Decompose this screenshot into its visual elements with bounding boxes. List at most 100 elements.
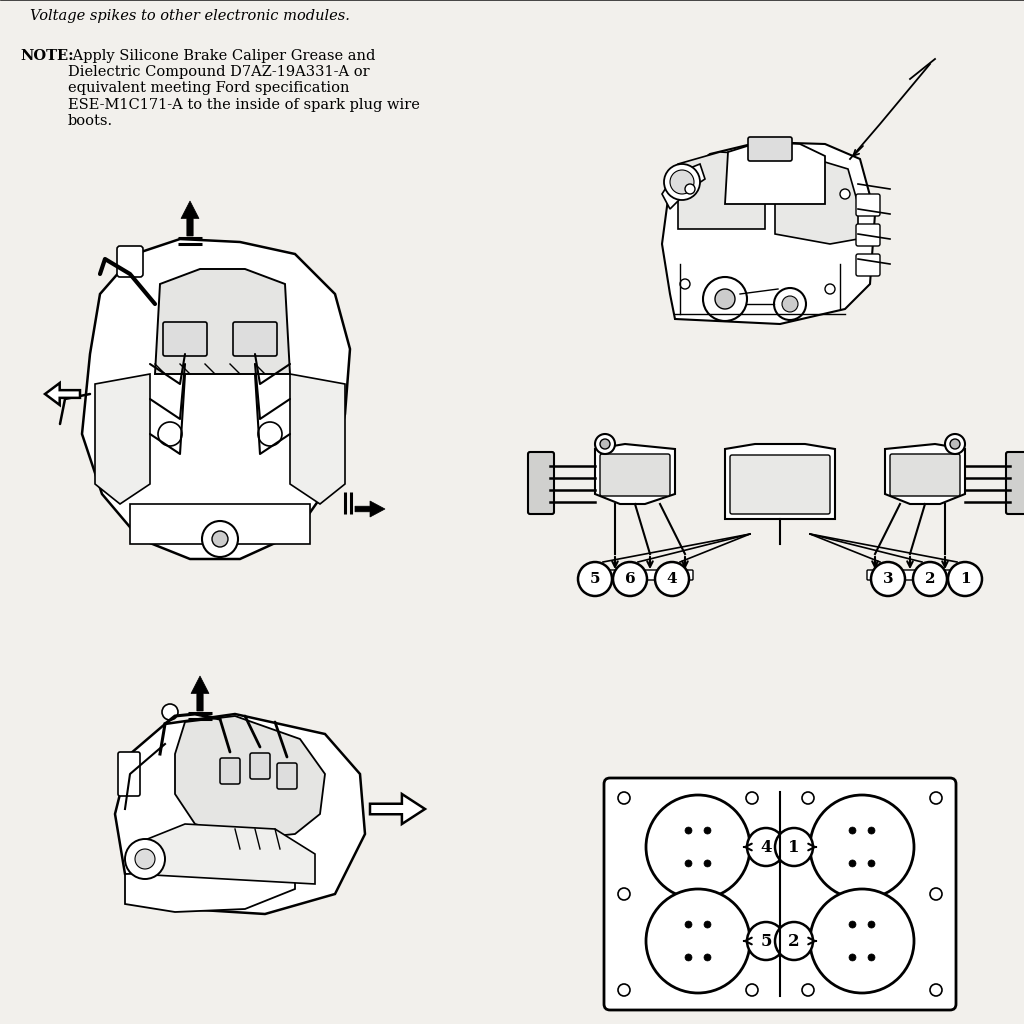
FancyBboxPatch shape	[856, 224, 880, 246]
Circle shape	[746, 828, 785, 866]
Polygon shape	[82, 239, 350, 559]
Text: 5: 5	[590, 572, 600, 586]
Circle shape	[600, 439, 610, 449]
Text: 2: 2	[925, 572, 935, 586]
Circle shape	[685, 184, 695, 194]
Circle shape	[810, 889, 914, 993]
Circle shape	[664, 164, 700, 200]
Text: NOTE:: NOTE:	[20, 49, 74, 63]
FancyBboxPatch shape	[856, 194, 880, 216]
FancyBboxPatch shape	[250, 753, 270, 779]
FancyBboxPatch shape	[220, 758, 240, 784]
Polygon shape	[678, 152, 765, 229]
Circle shape	[655, 562, 689, 596]
FancyBboxPatch shape	[867, 570, 883, 580]
Circle shape	[849, 827, 856, 834]
Circle shape	[158, 422, 182, 446]
Polygon shape	[290, 374, 345, 504]
Polygon shape	[135, 824, 315, 884]
Circle shape	[685, 860, 692, 867]
Circle shape	[774, 288, 806, 319]
Circle shape	[646, 795, 750, 899]
Polygon shape	[181, 201, 199, 236]
FancyBboxPatch shape	[118, 752, 140, 796]
Circle shape	[125, 839, 165, 879]
Circle shape	[825, 284, 835, 294]
FancyBboxPatch shape	[607, 570, 623, 580]
Polygon shape	[662, 142, 874, 324]
Circle shape	[930, 888, 942, 900]
FancyBboxPatch shape	[937, 570, 953, 580]
FancyBboxPatch shape	[233, 322, 278, 356]
Circle shape	[840, 189, 850, 199]
Circle shape	[685, 921, 692, 928]
Circle shape	[775, 922, 813, 961]
Circle shape	[746, 922, 785, 961]
FancyBboxPatch shape	[528, 452, 554, 514]
Circle shape	[746, 792, 758, 804]
Circle shape	[849, 860, 856, 867]
Polygon shape	[155, 269, 290, 374]
Text: Voltage spikes to other electronic modules.: Voltage spikes to other electronic modul…	[30, 9, 350, 23]
FancyBboxPatch shape	[890, 454, 961, 496]
Polygon shape	[45, 383, 80, 406]
Circle shape	[685, 954, 692, 961]
Circle shape	[135, 849, 155, 869]
Circle shape	[715, 289, 735, 309]
Polygon shape	[115, 714, 365, 914]
Circle shape	[162, 705, 178, 720]
Circle shape	[258, 422, 282, 446]
Circle shape	[871, 562, 905, 596]
Circle shape	[703, 278, 746, 321]
Circle shape	[670, 170, 694, 194]
Text: 6: 6	[625, 572, 635, 586]
Circle shape	[618, 888, 630, 900]
Polygon shape	[370, 794, 425, 824]
Polygon shape	[355, 501, 385, 517]
Polygon shape	[175, 716, 325, 839]
Circle shape	[950, 439, 961, 449]
Polygon shape	[725, 142, 825, 204]
Circle shape	[646, 889, 750, 993]
FancyBboxPatch shape	[902, 570, 918, 580]
Circle shape	[868, 860, 874, 867]
Circle shape	[945, 434, 965, 454]
Text: 5: 5	[760, 933, 772, 949]
Circle shape	[618, 984, 630, 996]
FancyBboxPatch shape	[278, 763, 297, 790]
Polygon shape	[125, 869, 295, 912]
Circle shape	[802, 984, 814, 996]
Circle shape	[930, 984, 942, 996]
Circle shape	[680, 279, 690, 289]
Circle shape	[868, 954, 874, 961]
Circle shape	[595, 434, 615, 454]
Circle shape	[810, 795, 914, 899]
FancyBboxPatch shape	[856, 254, 880, 276]
Circle shape	[618, 792, 630, 804]
Circle shape	[746, 984, 758, 996]
FancyBboxPatch shape	[600, 454, 670, 496]
Text: 3: 3	[883, 572, 893, 586]
Circle shape	[705, 954, 711, 961]
Circle shape	[868, 827, 874, 834]
Text: 1: 1	[959, 572, 971, 586]
Text: 2: 2	[788, 933, 800, 949]
Circle shape	[613, 562, 647, 596]
FancyBboxPatch shape	[163, 322, 207, 356]
Polygon shape	[775, 156, 858, 244]
FancyBboxPatch shape	[604, 778, 956, 1010]
Text: 4: 4	[760, 839, 772, 855]
Text: 4: 4	[667, 572, 677, 586]
Polygon shape	[95, 374, 150, 504]
FancyBboxPatch shape	[730, 455, 830, 514]
Circle shape	[930, 792, 942, 804]
Circle shape	[913, 562, 947, 596]
Polygon shape	[130, 504, 310, 544]
Circle shape	[849, 921, 856, 928]
FancyBboxPatch shape	[117, 246, 143, 278]
FancyBboxPatch shape	[677, 570, 693, 580]
FancyBboxPatch shape	[748, 137, 792, 161]
Circle shape	[782, 296, 798, 312]
FancyBboxPatch shape	[1006, 452, 1024, 514]
Circle shape	[578, 562, 612, 596]
